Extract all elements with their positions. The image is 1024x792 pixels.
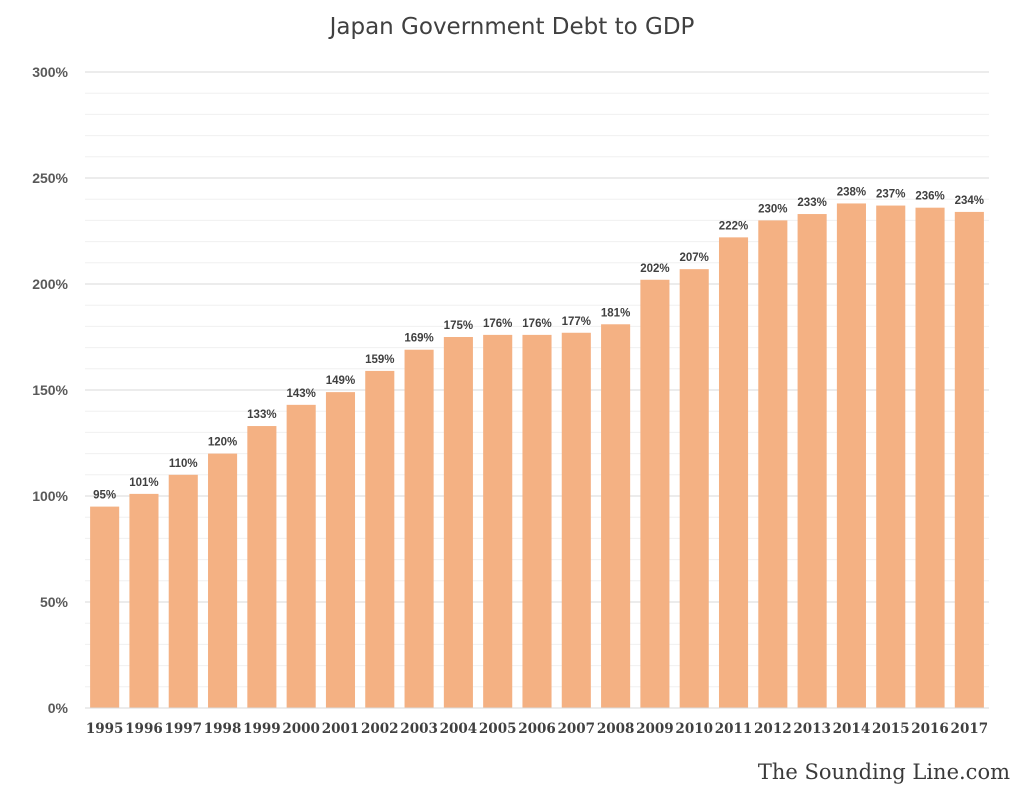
bar	[954, 211, 984, 709]
bar	[325, 392, 356, 708]
x-tick-label: 2011	[715, 721, 753, 737]
bars	[90, 203, 984, 709]
bar-value-label: 149%	[326, 375, 355, 387]
bar	[247, 426, 277, 708]
y-tick-label: 50%	[40, 594, 69, 610]
bar	[679, 269, 709, 708]
x-tick-label: 2012	[754, 721, 792, 737]
bar	[90, 506, 120, 708]
x-tick-label: 2004	[440, 721, 478, 737]
bar	[168, 474, 198, 708]
bar	[208, 453, 238, 708]
x-tick-label: 2017	[951, 721, 989, 737]
watermark: The Sounding Line.com	[757, 760, 1010, 784]
x-tick-label: 2013	[793, 721, 831, 737]
bar	[718, 237, 749, 709]
bar-value-label: 159%	[365, 354, 394, 366]
x-tick-label: 1995	[86, 721, 124, 737]
x-tick-label: 2008	[597, 721, 635, 737]
bar-value-label: 143%	[286, 388, 315, 400]
x-tick-label: 2000	[282, 721, 320, 737]
bar-value-label: 110%	[169, 458, 198, 470]
bar	[876, 205, 906, 708]
bar	[365, 370, 395, 708]
chart-title: Japan Government Debt to GDP	[329, 14, 695, 40]
bar-value-label: 238%	[837, 186, 866, 198]
bar	[640, 279, 670, 708]
bar	[561, 332, 591, 708]
x-tick-label: 1997	[164, 721, 202, 737]
y-tick-label: 250%	[32, 170, 68, 186]
bar	[129, 493, 159, 708]
x-tick-label: 2009	[636, 721, 674, 737]
x-tick-label: 2003	[400, 721, 438, 737]
axes: 0%50%100%150%200%250%300%1995 1996 1997 199…	[32, 64, 989, 737]
bar-value-label: 95%	[93, 490, 116, 502]
bar-value-label: 230%	[758, 203, 787, 215]
bar-value-label: 120%	[208, 437, 237, 449]
bar	[404, 349, 434, 708]
bar	[836, 203, 866, 708]
y-tick-label: 300%	[32, 64, 68, 80]
bar-value-label: 237%	[876, 189, 905, 201]
bar-value-label: 175%	[444, 320, 473, 332]
bar-value-label: 236%	[915, 191, 944, 203]
bar	[758, 220, 788, 708]
x-tick-label: 2001	[322, 721, 360, 737]
bar	[443, 337, 473, 708]
bar-value-label: 202%	[640, 263, 669, 275]
bar-value-label: 177%	[562, 316, 591, 328]
y-tick-label: 100%	[32, 488, 68, 504]
x-tick-label: 1999	[243, 721, 281, 737]
bar-value-label: 207%	[680, 252, 709, 264]
x-tick-label: 2014	[833, 721, 871, 737]
bar-value-label: 222%	[719, 220, 748, 232]
bar-value-label: 176%	[522, 318, 551, 330]
x-tick-label: 2007	[558, 721, 596, 737]
bar-value-label: 233%	[797, 197, 826, 209]
bar-value-label: 181%	[601, 307, 630, 319]
x-tick-label: 2006	[518, 721, 556, 737]
x-tick-label: 2010	[675, 721, 713, 737]
bar	[601, 324, 631, 708]
x-tick-label: 2015	[872, 721, 910, 737]
x-tick-label: 2005	[479, 721, 517, 737]
bar	[522, 334, 552, 708]
x-tick-label: 2016	[911, 721, 949, 737]
bar-value-label: 133%	[247, 409, 276, 421]
x-tick-label: 1998	[204, 721, 242, 737]
bar-value-label: 176%	[483, 318, 512, 330]
bar	[797, 214, 827, 709]
bar	[286, 404, 316, 708]
bar-value-label: 101%	[129, 477, 158, 489]
y-tick-label: 0%	[48, 700, 69, 716]
x-tick-label: 1996	[125, 721, 163, 737]
y-tick-label: 200%	[32, 276, 68, 292]
bar	[915, 207, 945, 708]
bar-value-label: 169%	[404, 333, 433, 345]
bar	[483, 334, 513, 708]
bar-value-label: 234%	[955, 195, 984, 207]
x-tick-label: 2002	[361, 721, 399, 737]
value-labels: 95% 101% 110% 120% 133% 143% 149% 159% 169% 175% 1…	[93, 186, 984, 501]
y-tick-label: 150%	[32, 382, 68, 398]
